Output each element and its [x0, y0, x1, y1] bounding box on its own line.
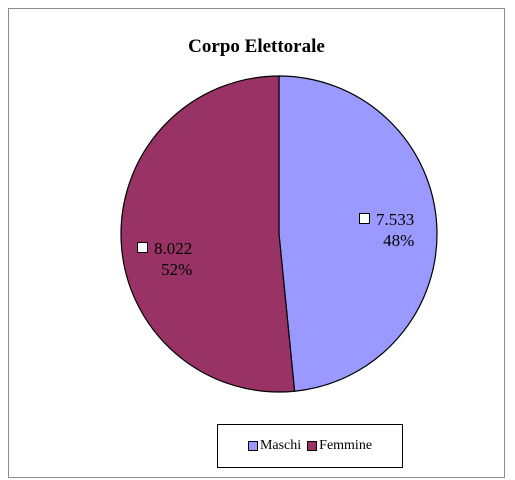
legend-label-femmine: Femmine	[319, 438, 373, 453]
legend-label-maschi: Maschi	[259, 438, 302, 453]
legend-swatch-femmine	[307, 441, 318, 451]
slice-percent-maschi: 48%	[383, 231, 415, 250]
slice-label-femmine: 8.022 52%	[137, 238, 192, 280]
chart-title: Corpo Elettorale	[188, 36, 325, 57]
pie-chart	[120, 75, 438, 393]
slice-value-femmine: 8.022	[154, 239, 193, 258]
label-key-icon	[359, 213, 370, 224]
pie-slice-femmine	[120, 75, 296, 393]
slice-percent-femmine: 52%	[161, 260, 193, 279]
pie-slice-maschi	[278, 75, 438, 392]
chart-legend: Maschi Femmine	[217, 424, 403, 468]
label-key-icon	[137, 242, 148, 253]
legend-item-maschi: Maschi	[247, 438, 302, 454]
slice-label-maschi: 7.533 48%	[359, 209, 414, 251]
slice-value-maschi: 7.533	[376, 210, 415, 229]
legend-item-femmine: Femmine	[307, 438, 372, 454]
chart-area: Corpo Elettorale 7.533 48% 8.022 52% Mas…	[8, 8, 505, 478]
legend-swatch-maschi	[247, 441, 258, 451]
